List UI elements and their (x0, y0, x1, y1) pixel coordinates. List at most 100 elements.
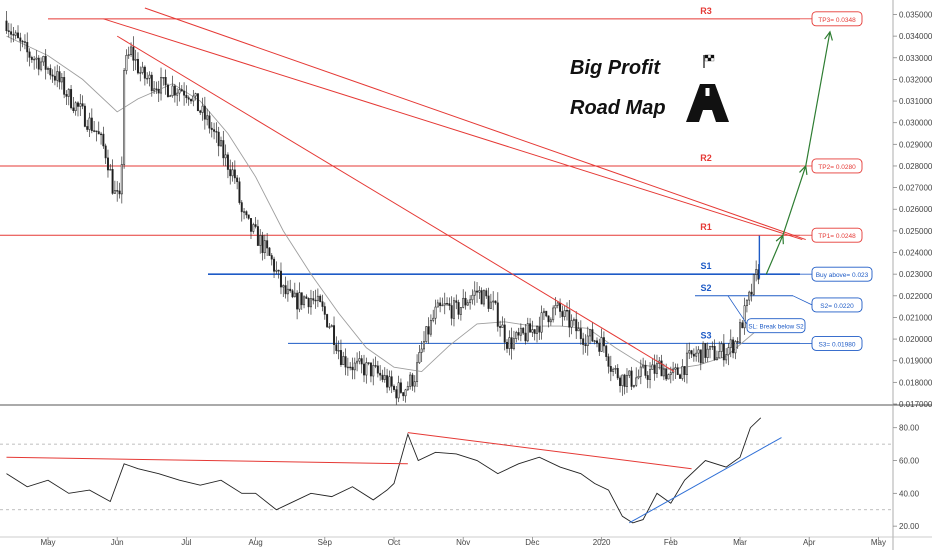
candle-body (598, 342, 601, 352)
candle-body (100, 133, 103, 136)
candle-body (739, 322, 741, 343)
price-tick-label: 0.019000 (899, 357, 932, 366)
candle-body (307, 298, 310, 308)
candle-body (155, 88, 158, 90)
road-icon (686, 84, 729, 122)
osc-tick-label: 80.00 (899, 424, 920, 433)
candle-body (489, 301, 492, 309)
time-tick-label: Dec (525, 538, 539, 547)
candle-body (19, 37, 22, 42)
candle-body (118, 190, 121, 195)
time-tick-label: 2020 (593, 538, 611, 547)
candle-body (245, 211, 248, 216)
osc-tick-label: 20.00 (899, 522, 920, 531)
candle-body (148, 74, 151, 79)
time-tick-label: Feb (664, 538, 678, 547)
candle-body (743, 305, 746, 329)
level-badge-text: S3= 0.01980 (818, 341, 855, 348)
price-tick-label: 0.024000 (899, 249, 932, 258)
candle-body (146, 77, 149, 80)
candle-body (582, 338, 585, 345)
candle-body (729, 339, 732, 348)
candle-body (692, 353, 695, 357)
candle-body (217, 131, 220, 147)
candle-body (425, 326, 428, 342)
candle-body (480, 290, 483, 305)
candle-body (342, 356, 345, 366)
candle-body (427, 326, 430, 335)
candle-body (266, 240, 269, 249)
candle-body (748, 291, 751, 301)
candle-body (602, 337, 605, 347)
candle-body (132, 46, 135, 61)
candle-body (63, 77, 66, 95)
trendlines-layer (103, 7, 806, 372)
candle-body (199, 110, 202, 113)
candle-body (697, 349, 700, 354)
candle-body (76, 102, 79, 107)
candle-body (236, 177, 239, 183)
brand-title-line1: Big Profit (570, 57, 661, 79)
candle-body (639, 366, 642, 377)
flag-square (710, 54, 715, 59)
candle-body (293, 292, 296, 298)
candle-body (501, 324, 504, 328)
candle-body (459, 307, 462, 315)
candle-body (74, 102, 77, 112)
candle-body (143, 66, 146, 79)
candle-body (554, 305, 557, 309)
candle-body (623, 374, 626, 387)
candle-body (381, 374, 384, 380)
candle-body (367, 362, 370, 364)
price-tick-label: 0.021000 (899, 313, 932, 322)
level-badge-text: TP2= 0.0280 (818, 164, 856, 171)
candle-body (429, 320, 432, 335)
candle-body (111, 169, 114, 194)
candle-body (722, 343, 725, 361)
price-tick-label: 0.017000 (899, 400, 932, 409)
candle-body (494, 300, 497, 304)
candle-body (667, 374, 670, 380)
candle-body (388, 376, 391, 388)
candle-body (492, 300, 495, 303)
projection-path (765, 31, 831, 275)
candle-body (356, 360, 359, 364)
candle-body (660, 360, 663, 377)
time-tick-label: Oct (388, 538, 401, 547)
candle-body (240, 202, 243, 213)
price-trendline (144, 7, 806, 241)
candle-body (215, 131, 218, 133)
candle-body (595, 340, 598, 344)
flag-square (704, 54, 709, 59)
candle-body (279, 270, 282, 288)
price-tick-label: 0.028000 (899, 162, 932, 171)
level-badge (811, 227, 863, 243)
candle-body (600, 337, 603, 352)
candle-body (90, 117, 93, 131)
projection-arrowhead (824, 30, 833, 41)
candle-body (432, 317, 435, 321)
candle-body (471, 294, 474, 301)
candle-body (51, 74, 54, 77)
candle-body (434, 306, 437, 319)
candle-body (517, 332, 520, 336)
candle-body (47, 68, 49, 70)
candle-body (125, 54, 128, 71)
level-label-r3: R3 (700, 6, 712, 16)
candle-body (180, 89, 183, 92)
candle-body (120, 164, 123, 195)
candle-body (353, 362, 356, 371)
candle-body (106, 157, 109, 171)
road-dash (705, 88, 710, 96)
candle-body (559, 302, 562, 312)
candle-body (160, 77, 163, 94)
candle-body (273, 258, 276, 272)
candle-body (441, 304, 444, 307)
candle-body (556, 302, 559, 306)
candle-body (561, 311, 564, 317)
candle-body (568, 310, 571, 328)
candle-body (53, 75, 56, 81)
candle-body (589, 329, 592, 337)
